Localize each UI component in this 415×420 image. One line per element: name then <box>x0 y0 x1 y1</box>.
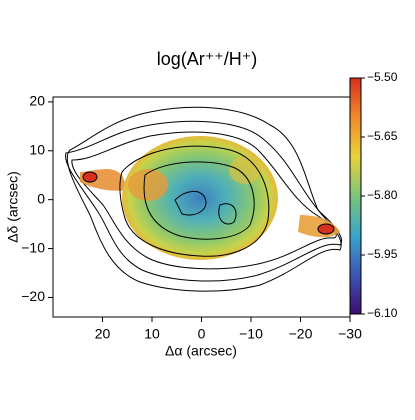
y-tick-label: 20 <box>29 93 45 109</box>
x-tick-label: 10 <box>144 326 160 342</box>
y-tick-label: −20 <box>21 288 45 304</box>
colorbar-tick-label: −5.65 <box>367 129 398 143</box>
colorbar-tick-label: −5.95 <box>367 247 398 261</box>
y-tick-label: −10 <box>21 239 45 255</box>
y-tick-label: 10 <box>29 141 45 157</box>
x-tick-label: −30 <box>338 326 362 342</box>
y-axis-label: Δδ (arcsec) <box>5 171 21 243</box>
x-tick-label: −10 <box>239 326 263 342</box>
y-tick-label: 0 <box>37 190 45 206</box>
colorbar-tick-label: −5.80 <box>367 188 398 202</box>
colorbar-tick-label: −6.10 <box>367 306 398 320</box>
colorbar-tick-label: −5.50 <box>367 70 398 84</box>
nebula-image <box>65 106 343 292</box>
x-tick-label: −20 <box>289 326 313 342</box>
colorbar <box>349 77 362 315</box>
chart-title: log(Ar⁺⁺/H⁺) <box>157 49 258 69</box>
x-tick-label: 0 <box>198 326 206 342</box>
x-tick-label: 20 <box>95 326 111 342</box>
x-axis-label: Δα (arcsec) <box>165 343 237 359</box>
